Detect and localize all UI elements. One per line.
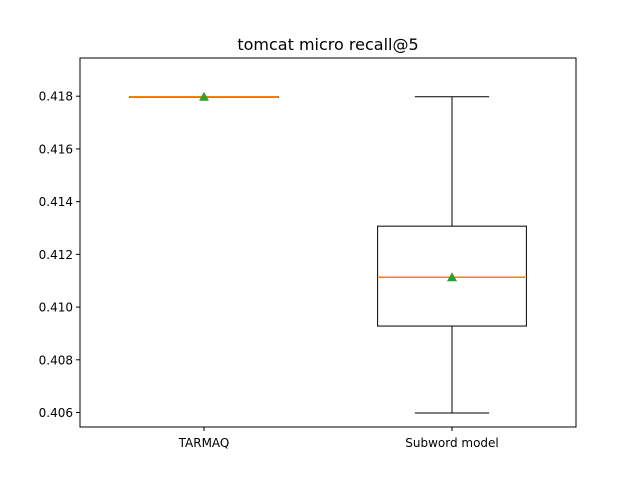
- y-tick-label: 0.408: [39, 353, 73, 367]
- y-tick-label: 0.412: [39, 248, 73, 262]
- y-tick-label: 0.416: [39, 142, 73, 156]
- mean-marker: [447, 272, 457, 282]
- y-tick-label: 0.406: [39, 406, 73, 420]
- x-tick-label: TARMAQ: [178, 436, 230, 450]
- chart-title: tomcat micro recall@5: [237, 35, 418, 54]
- y-tick-label: 0.418: [39, 90, 73, 104]
- plot-frame: [79, 57, 577, 428]
- plot-area: 0.406 0.408 0.410 0.412 0.414 0.416 0.418 TARMA…: [39, 90, 527, 450]
- x-tick-label: Subword model: [405, 436, 499, 450]
- y-tick-label: 0.410: [39, 301, 73, 315]
- y-tick-label: 0.414: [39, 195, 73, 209]
- mean-marker: [199, 91, 209, 101]
- box-iqr: [377, 225, 527, 327]
